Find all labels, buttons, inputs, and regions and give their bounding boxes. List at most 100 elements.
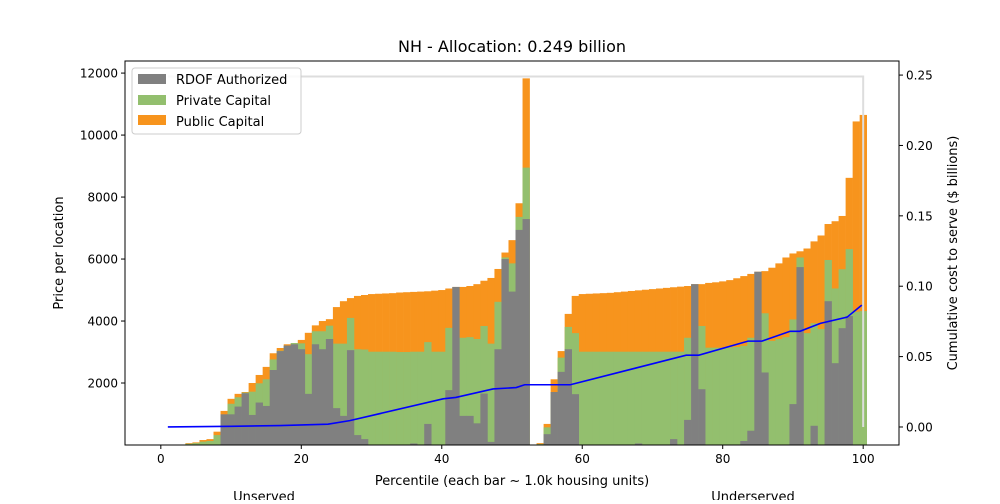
bar-rdof-authorized [424, 423, 432, 445]
bar-private-capital [185, 443, 193, 445]
bar-rdof-authorized [276, 351, 285, 445]
bar-rdof-authorized [670, 439, 678, 445]
bar-rdof-authorized [831, 363, 839, 445]
bar-private-capital [396, 352, 404, 445]
bar-rdof-authorized [346, 350, 355, 445]
x-tick-label: 60 [575, 452, 590, 466]
bar-private-capital [663, 351, 671, 445]
bar-private-capital [655, 351, 664, 445]
bar-private-capital [677, 351, 685, 445]
bar-private-capital [403, 352, 411, 445]
legend-label-rdof: RDOF Authorized [176, 73, 287, 88]
y2-tick-label: 0.05 [906, 350, 933, 364]
x-tick-label: 80 [715, 452, 730, 466]
bar-private-capital [417, 351, 425, 445]
bar-private-capital [599, 351, 608, 445]
y-tick-label: 8000 [87, 191, 118, 205]
x-tick-label: 20 [294, 452, 309, 466]
bar-private-capital [578, 351, 587, 445]
bar-rdof-authorized [459, 415, 467, 445]
y2-tick-label: 0.15 [906, 209, 933, 223]
chart-title: NH - Allocation: 0.249 billion [398, 37, 626, 56]
bar-private-capital [199, 441, 207, 445]
bar-rdof-authorized [227, 414, 235, 445]
bar-private-capital [817, 329, 825, 445]
bar-rdof-authorized [740, 440, 748, 445]
allocation-line [167, 75, 865, 427]
y-axis: 2000 4000 6000 8000 10000 12000 [80, 67, 125, 391]
bar-private-capital [641, 351, 650, 445]
bar-private-capital [206, 440, 214, 445]
bar-private-capital [698, 325, 706, 445]
bar-rdof-authorized [515, 229, 523, 445]
bar-rdof-authorized [747, 430, 755, 445]
bar-rdof-authorized [248, 414, 256, 445]
bar-private-capital [445, 327, 453, 445]
bar-private-capital [592, 351, 601, 445]
bar-private-capital [719, 347, 727, 445]
legend-swatch-private [138, 95, 166, 105]
bar-public-capital [852, 121, 860, 445]
bar-private-capital [852, 311, 860, 445]
cumulative-cost-line [167, 304, 863, 428]
bar-private-capital [627, 351, 636, 445]
bar-rdof-authorized [789, 404, 797, 445]
bar-private-capital [768, 340, 776, 445]
bar-rdof-authorized [761, 372, 769, 445]
bar-rdof-authorized [311, 344, 320, 445]
legend-swatch-public [138, 115, 166, 125]
bar-private-capital [466, 337, 474, 445]
bar-rdof-authorized [754, 271, 762, 445]
bar-private-capital [585, 351, 594, 445]
bar-rdof-authorized [550, 392, 558, 445]
y-tick-label: 2000 [87, 377, 118, 391]
bar-rdof-authorized [297, 349, 306, 445]
bar-rdof-authorized [522, 219, 530, 445]
bar-rdof-authorized [824, 301, 832, 445]
bar-private-capital [360, 349, 369, 445]
bar-rdof-authorized [810, 425, 818, 445]
bar-rdof-authorized [255, 402, 263, 445]
bar-rdof-authorized [241, 393, 249, 445]
bar-rdof-authorized [564, 349, 572, 445]
bar-private-capital [487, 343, 495, 445]
bar-private-capital [670, 351, 678, 445]
bar-private-capital [213, 435, 221, 445]
legend: RDOF Authorized Private Capital Public C… [131, 67, 302, 135]
bar-rdof-authorized [445, 390, 453, 445]
bar-rdof-authorized [634, 443, 643, 445]
bars-layer [185, 78, 867, 446]
bar-rdof-authorized [290, 344, 299, 445]
bar-rdof-authorized [360, 439, 369, 445]
bar-private-capital [803, 333, 811, 445]
y-tick-label: 6000 [87, 253, 118, 267]
bar-rdof-authorized [283, 345, 292, 445]
bar-private-capital [571, 333, 580, 445]
bar-private-capital [382, 351, 390, 445]
bar-private-capital [740, 345, 748, 445]
bar-private-capital [606, 351, 615, 445]
bar-private-capital [332, 343, 341, 445]
bar-private-capital [782, 337, 790, 445]
bar-rdof-authorized [220, 414, 228, 445]
bar-private-capital [712, 347, 720, 445]
bar-private-capital [339, 343, 348, 445]
x-tick-label: 100 [852, 452, 875, 466]
bar-rdof-authorized [501, 259, 509, 445]
bar-rdof-authorized [557, 371, 565, 445]
bar-rdof-authorized [473, 423, 481, 445]
sublabel-underserved: Underserved [711, 490, 794, 500]
bar-private-capital [480, 325, 488, 445]
bar-private-capital [389, 351, 397, 445]
y-tick-label: 10000 [80, 129, 118, 143]
bar-rdof-authorized [332, 408, 341, 445]
bar-rdof-authorized [684, 419, 692, 445]
bar-rdof-authorized [410, 443, 418, 445]
bar-private-capital [747, 337, 755, 445]
bar-private-capital [368, 351, 376, 445]
bar-rdof-authorized [487, 441, 495, 445]
bar-rdof-authorized [698, 389, 706, 445]
y2-tick-label: 0.10 [906, 280, 933, 294]
bar-rdof-authorized [494, 349, 502, 445]
y-tick-label: 4000 [87, 315, 118, 329]
